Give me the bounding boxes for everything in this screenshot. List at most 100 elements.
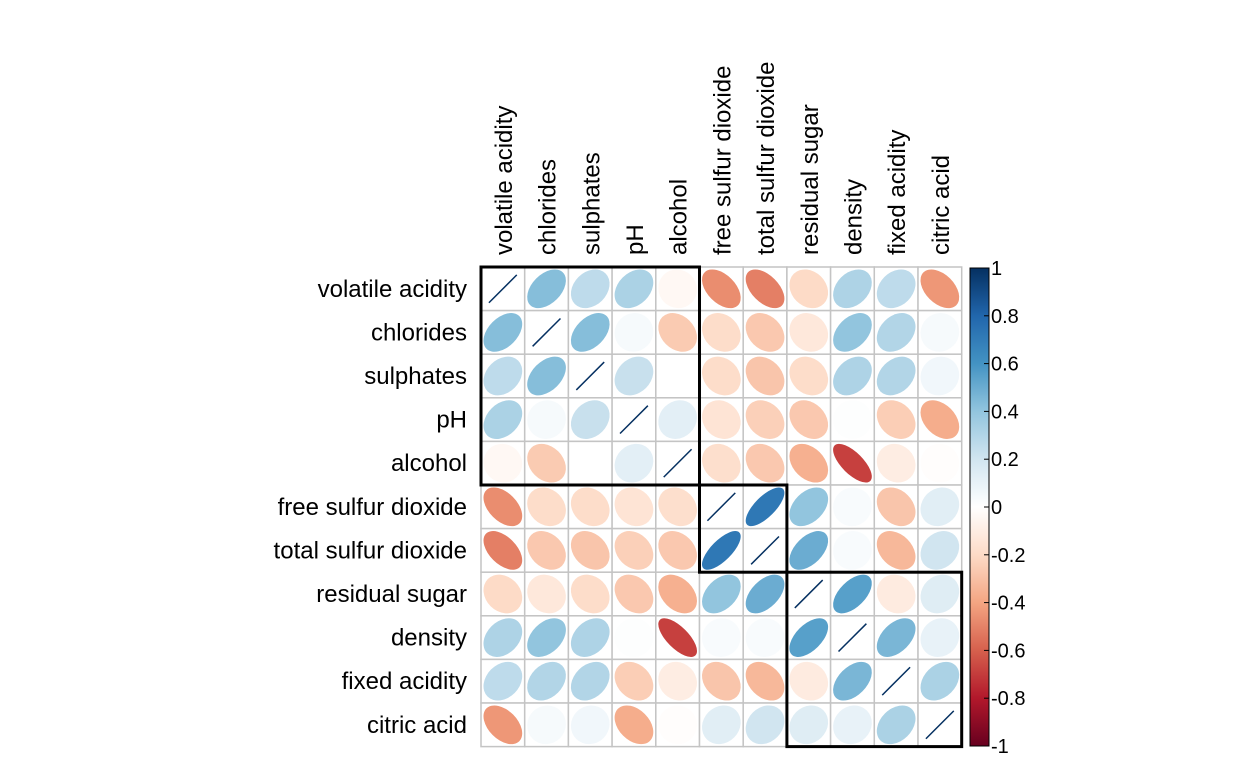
ellipse-ph-x-residual-sugar (789, 400, 829, 439)
ellipse-free-sulfur-dioxide-x-sulphates (570, 487, 610, 527)
ellipse-fixed-acidity-x-free-sulfur-dioxide (701, 661, 741, 701)
row-label-volatile-acidity: volatile acidity (318, 276, 467, 303)
ellipse-citric-acid-x-chlorides (527, 705, 566, 745)
ellipse-total-sulfur-dioxide-x-fixed-acidity (876, 531, 916, 570)
ellipse-fixed-acidity-x-residual-sugar (789, 661, 829, 701)
ellipse-alcohol-x-residual-sugar (789, 443, 829, 483)
ellipse-volatile-acidity-x-density (833, 269, 872, 309)
column-label-density: density (840, 179, 867, 255)
ellipse-citric-acid-x-total-sulfur-dioxide (745, 705, 785, 745)
column-label-citric-acid: citric acid (928, 155, 955, 255)
column-label-chlorides: chlorides (535, 159, 562, 255)
ellipse-fixed-acidity-x-fixed-acidity (881, 666, 911, 696)
ellipse-chlorides-x-alcohol (658, 313, 698, 352)
ellipse-residual-sugar-x-volatile-acidity (483, 574, 523, 614)
ellipse-residual-sugar-x-residual-sugar (794, 579, 824, 609)
ellipse-residual-sugar-x-sulphates (570, 574, 610, 614)
ellipse-total-sulfur-dioxide-x-free-sulfur-dioxide (701, 531, 741, 570)
ellipse-total-sulfur-dioxide-x-sulphates (570, 531, 610, 570)
ellipse-volatile-acidity-x-sulphates (570, 269, 610, 309)
ellipse-citric-acid-x-volatile-acidity (483, 705, 523, 745)
ellipse-sulphates-x-ph (614, 356, 654, 396)
ellipse-total-sulfur-dioxide-x-total-sulfur-dioxide (750, 535, 780, 565)
column-label-residual-sugar: residual sugar (797, 104, 824, 255)
ellipse-density-x-chlorides (527, 618, 566, 657)
ellipse-sulphates-x-citric-acid (920, 356, 960, 396)
ellipse-sulphates-x-sulphates (575, 361, 605, 391)
ellipse-alcohol-x-density (833, 443, 872, 483)
colorbar-tick-label: -0.6 (991, 640, 1025, 662)
ellipse-density-x-fixed-acidity (876, 618, 916, 657)
ellipse-sulphates-x-free-sulfur-dioxide (701, 356, 741, 396)
ellipse-citric-acid-x-fixed-acidity (876, 705, 916, 745)
ellipse-chlorides-x-volatile-acidity (483, 313, 523, 352)
ellipse-volatile-acidity-x-citric-acid (920, 269, 960, 309)
ellipse-chlorides-x-free-sulfur-dioxide (701, 313, 741, 352)
ellipse-density-x-sulphates (570, 618, 610, 657)
ellipse-residual-sugar-x-total-sulfur-dioxide (745, 574, 785, 614)
row-labels: volatile acidity chlorides sulphates pH alco… (274, 276, 467, 739)
ellipse-volatile-acidity-x-total-sulfur-dioxide (745, 269, 785, 309)
ellipse-citric-acid-x-ph (614, 705, 654, 745)
row-label-residual-sugar: residual sugar (316, 581, 467, 608)
ellipse-total-sulfur-dioxide-x-volatile-acidity (483, 531, 523, 570)
ellipse-volatile-acidity-x-fixed-acidity (876, 269, 916, 309)
ellipse-total-sulfur-dioxide-x-residual-sugar (789, 531, 829, 570)
ellipse-total-sulfur-dioxide-x-density (833, 531, 872, 570)
colorbar-tick-label: 0.2 (991, 449, 1019, 471)
row-label-citric-acid: citric acid (367, 712, 467, 739)
ellipse-free-sulfur-dioxide-x-residual-sugar (789, 487, 829, 527)
ellipse-total-sulfur-dioxide-x-citric-acid (920, 531, 960, 570)
ellipse-residual-sugar-x-chlorides (527, 574, 566, 614)
ellipse-residual-sugar-x-alcohol (658, 574, 698, 614)
ellipse-alcohol-x-chlorides (527, 443, 566, 483)
ellipse-citric-acid-x-density (833, 705, 872, 745)
ellipse-alcohol-x-ph (614, 443, 654, 483)
column-label-ph: pH (622, 224, 649, 255)
ellipse-free-sulfur-dioxide-x-total-sulfur-dioxide (745, 487, 785, 527)
ellipse-ph-x-alcohol (658, 400, 698, 439)
ellipse-alcohol-x-fixed-acidity (876, 443, 916, 483)
ellipse-ph-x-density (833, 400, 872, 439)
colorbar-tick-label: 0.4 (991, 401, 1019, 423)
ellipse-fixed-acidity-x-chlorides (527, 661, 566, 701)
ellipse-sulphates-x-fixed-acidity (876, 356, 916, 396)
row-label-sulphates: sulphates (364, 363, 467, 390)
ellipse-sulphates-x-chlorides (527, 356, 566, 396)
ellipse-chlorides-x-ph (614, 313, 654, 352)
ellipse-density-x-density (837, 623, 867, 653)
ellipse-chlorides-x-chlorides (532, 317, 562, 347)
ellipse-ph-x-free-sulfur-dioxide (701, 400, 741, 439)
ellipse-alcohol-x-citric-acid (920, 443, 960, 483)
ellipse-free-sulfur-dioxide-x-fixed-acidity (876, 487, 916, 527)
column-label-fixed-acidity: fixed acidity (884, 130, 911, 255)
ellipse-ph-x-fixed-acidity (876, 400, 916, 439)
ellipse-ph-x-ph (619, 405, 649, 435)
ellipse-citric-acid-x-residual-sugar (789, 705, 829, 745)
ellipse-chlorides-x-sulphates (570, 313, 610, 352)
ellipse-sulphates-x-residual-sugar (789, 356, 829, 396)
ellipse-fixed-acidity-x-alcohol (658, 661, 698, 701)
ellipse-total-sulfur-dioxide-x-ph (614, 531, 654, 570)
ellipse-sulphates-x-total-sulfur-dioxide (745, 356, 785, 396)
ellipse-density-x-total-sulfur-dioxide (745, 618, 785, 657)
colorbar-tick-label: -0.8 (991, 688, 1025, 710)
colorbar-tick-label: 0 (991, 497, 1002, 519)
ellipse-ph-x-sulphates (570, 400, 610, 439)
cluster-box-1 (479, 265, 701, 487)
column-labels: volatile acidity chlorides sulphates pH alco… (491, 62, 955, 255)
ellipse-volatile-acidity-x-ph (614, 269, 654, 309)
ellipse-ph-x-citric-acid (920, 400, 960, 439)
ellipse-fixed-acidity-x-sulphates (570, 661, 610, 701)
ellipse-free-sulfur-dioxide-x-ph (614, 487, 654, 527)
ellipse-alcohol-x-sulphates (570, 443, 610, 483)
ellipse-total-sulfur-dioxide-x-alcohol (658, 531, 698, 570)
ellipse-density-x-alcohol (658, 618, 698, 657)
column-label-total-sulfur-dioxide: total sulfur dioxide (753, 62, 780, 255)
ellipse-chlorides-x-density (833, 313, 872, 352)
cluster-box-2 (698, 483, 789, 574)
ellipse-citric-acid-x-sulphates (570, 705, 610, 745)
column-label-free-sulfur-dioxide: free sulfur dioxide (709, 66, 736, 255)
ellipse-alcohol-x-free-sulfur-dioxide (701, 443, 741, 483)
ellipse-chlorides-x-total-sulfur-dioxide (745, 313, 785, 352)
